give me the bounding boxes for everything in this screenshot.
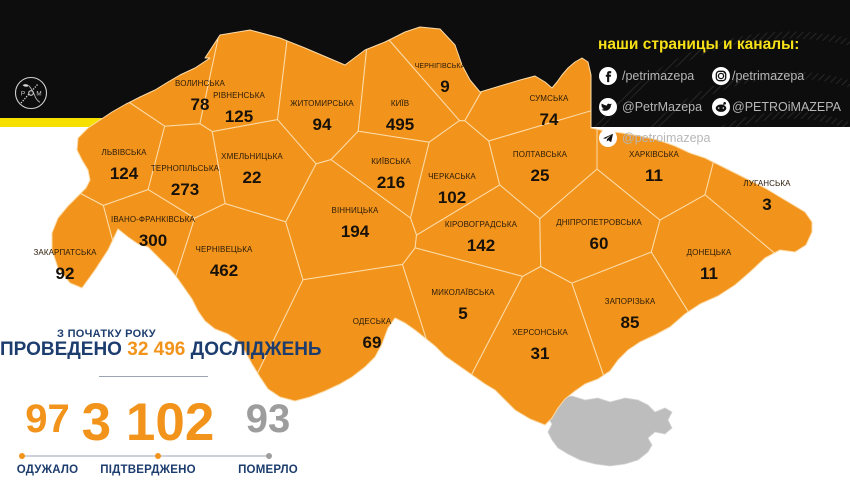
- svg-text:P: P: [21, 91, 25, 98]
- svg-text:M: M: [36, 91, 41, 98]
